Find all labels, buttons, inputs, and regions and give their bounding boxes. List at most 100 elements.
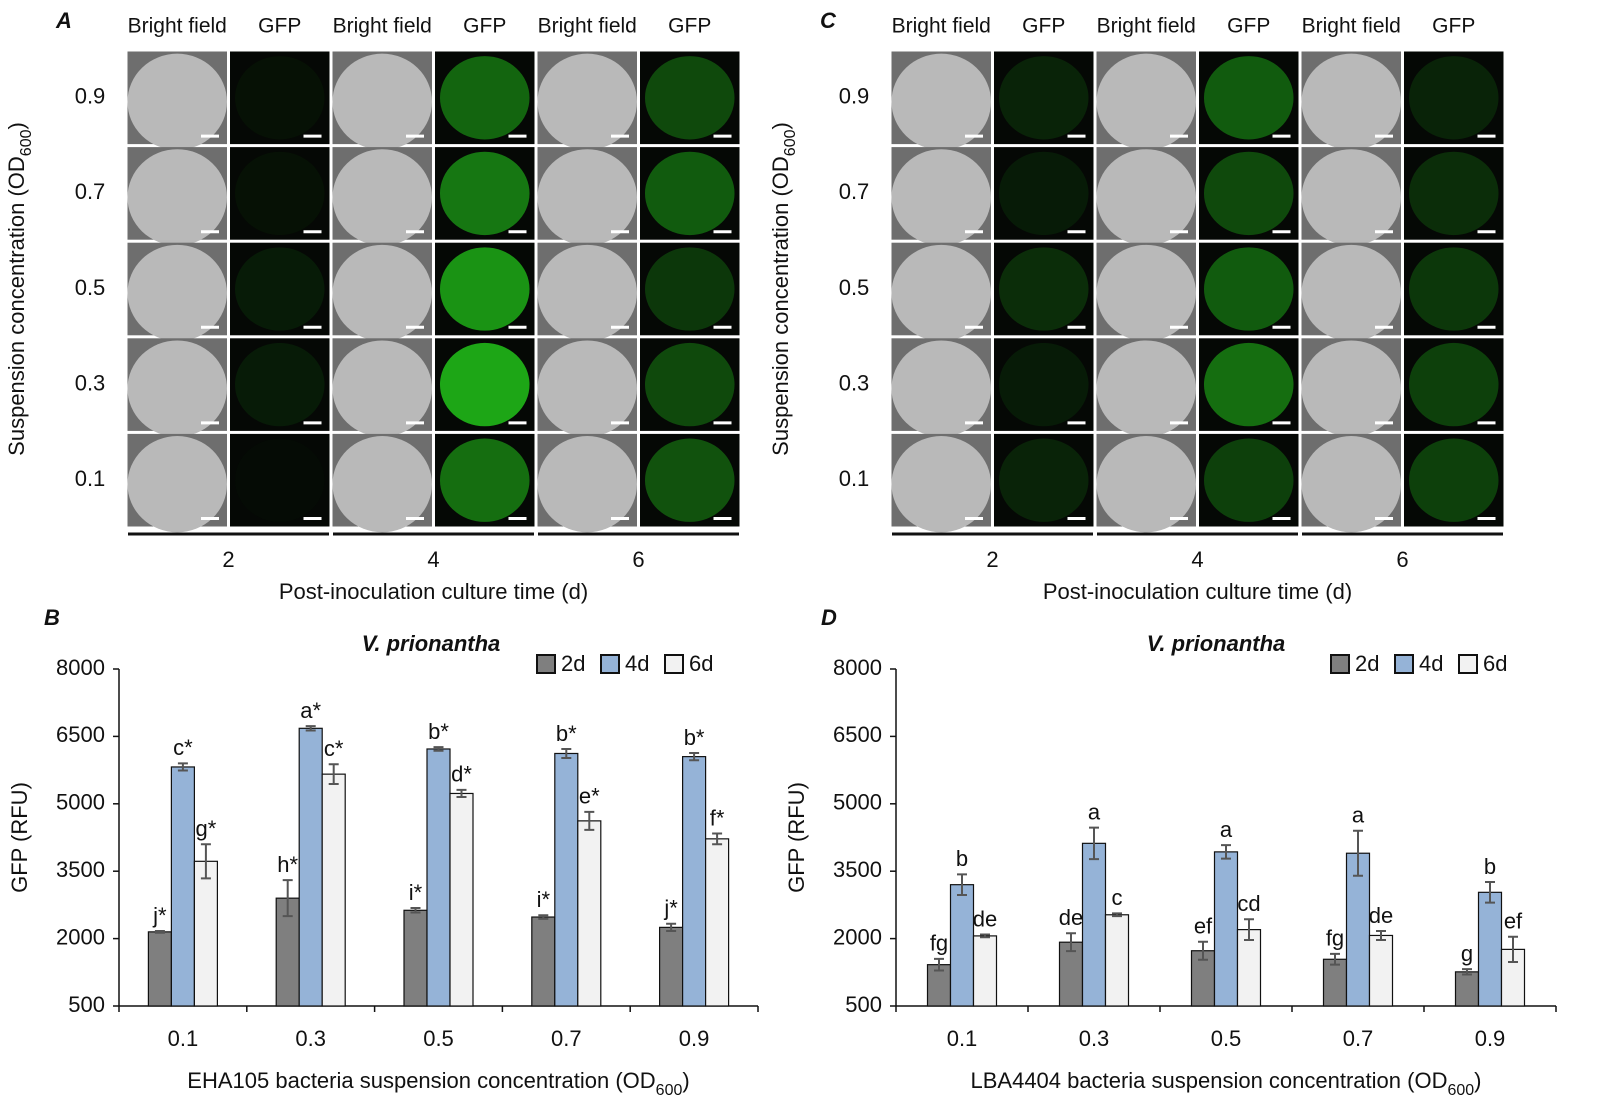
leaf [1096,340,1196,437]
error-bar [1221,844,1231,860]
error-bar [666,922,677,932]
bar [531,916,556,1007]
leaf [891,149,991,246]
y-axis-label-part: 600 [18,129,35,156]
gfp-image [640,51,740,145]
gfp-signal [1203,151,1294,236]
significance-label: c* [324,736,344,761]
y-axis-label-part: 600 [782,129,799,156]
leaf [1096,244,1196,342]
legend-swatch [664,654,684,674]
gfp-signal [235,439,325,522]
row-label: 0.1 [75,466,106,491]
column-header: Bright field [128,15,227,38]
row-label: 0.3 [839,370,870,395]
panel-letter: C [820,8,837,33]
gfp-image [994,338,1094,431]
significance-label: h* [277,852,298,877]
error-bar [584,810,595,831]
y-tick-label: 500 [68,992,105,1017]
gfp-signal [998,342,1089,427]
bar [321,773,346,1007]
column-header: GFP [463,15,506,38]
leaf [1301,436,1401,533]
column-header: GFP [1227,15,1270,38]
panel-letter: B [44,605,60,630]
panel-letter: D [821,605,837,630]
error-bar [305,725,316,732]
bar [147,931,172,1007]
row-label: 0.9 [75,84,106,109]
panel-letter: A [55,8,72,33]
gfp-signal [998,56,1089,140]
significance-label: c [1112,885,1123,910]
x-tick-label: 0.3 [295,1026,326,1051]
chart-title: V. prionantha [362,631,501,656]
y-axis-label-part: Suspension concentration (OD [768,156,793,456]
error-bar [689,752,700,762]
row-label: 0.9 [839,84,870,109]
error-bar [538,914,549,920]
error-bar [561,747,572,759]
gfp-signal [1408,247,1499,331]
bar [170,766,195,1007]
gfp-signal [439,247,530,331]
legend-swatch [1330,654,1350,674]
x-axis-label-part: ) [682,1068,689,1093]
gfp-image [640,242,740,336]
leaf [1301,53,1401,150]
y-tick-label: 2000 [833,924,882,949]
y-axis-label: GFP (RFU) [7,782,32,893]
error-bar [410,907,421,914]
significance-label: d* [451,762,472,787]
leaf [127,149,227,246]
x-axis-label-part: EHA105 bacteria suspension concentration… [187,1068,655,1093]
bar [1368,934,1394,1007]
significance-label: c* [173,735,193,760]
error-bar [200,843,211,880]
y-tick-label: 3500 [833,857,882,882]
leaf [127,244,227,342]
bar [449,792,474,1007]
group-label: 4 [427,547,439,572]
error-bar [1462,968,1472,976]
gfp-signal [439,438,530,522]
significance-label: fg [930,931,948,956]
error-bar [957,873,967,897]
row-label: 0.7 [839,179,870,204]
leaf [537,149,637,246]
gfp-image [1199,51,1299,145]
gfp-signal [1408,56,1499,140]
significance-label: f* [710,805,725,830]
gfp-image [1404,338,1504,431]
significance-label: j* [152,903,167,928]
gfp-signal [234,56,325,140]
bar [1454,971,1480,1007]
row-label: 0.3 [75,370,106,395]
gfp-image [1404,242,1504,336]
gfp-image [1199,242,1299,336]
gfp-signal [1203,56,1294,140]
gfp-image [640,338,740,431]
column-header: GFP [668,15,711,38]
error-bar [980,933,990,939]
significance-label: e* [579,784,600,809]
gfp-image [230,338,330,431]
legend-label: 6d [689,651,713,676]
significance-label: fg [1326,926,1344,951]
error-bar [1376,929,1386,941]
y-tick-label: 8000 [56,655,105,680]
y-axis-label: Suspension concentration (OD600) [4,122,35,456]
leaf [891,244,991,342]
legend-swatch [600,654,620,674]
significance-label: a [1220,817,1233,842]
y-axis-label: GFP (RFU) [784,782,809,893]
error-bar [1244,918,1254,941]
bar [298,727,323,1007]
significance-label: b* [556,721,577,746]
gfp-signal [439,151,530,236]
gfp-signal [644,151,735,236]
error-bar [1066,932,1076,953]
gfp-image [640,147,740,240]
error-bar [433,746,444,752]
